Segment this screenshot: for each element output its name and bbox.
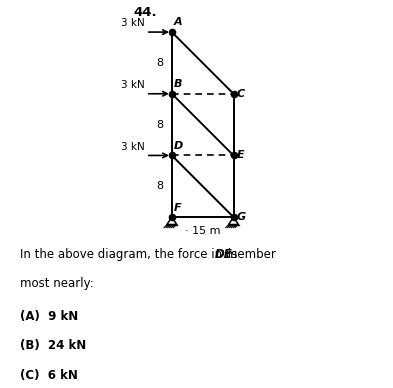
Text: G: G [237,212,246,222]
Text: (A)  9 kN: (A) 9 kN [20,310,78,323]
Text: B: B [174,80,182,90]
Text: 3 kN: 3 kN [121,142,145,152]
Text: 3 kN: 3 kN [121,18,145,28]
Text: most nearly:: most nearly: [20,277,94,291]
Text: E: E [237,151,244,161]
Text: In the above diagram, the force in member: In the above diagram, the force in membe… [20,248,279,261]
Text: · 15 m: · 15 m [185,226,220,236]
Text: C: C [237,89,245,99]
Text: A: A [174,17,182,26]
Text: 8: 8 [157,120,164,130]
Text: is: is [224,248,237,261]
Text: (B)  24 kN: (B) 24 kN [20,340,86,352]
Text: F: F [174,203,181,213]
Text: 8: 8 [157,181,164,191]
Text: 44.: 44. [134,6,157,19]
Text: 8: 8 [157,58,164,68]
Text: D: D [174,141,183,151]
Text: 3 kN: 3 kN [121,80,145,90]
Text: (C)  6 kN: (C) 6 kN [20,369,77,382]
Text: DE: DE [215,248,232,261]
